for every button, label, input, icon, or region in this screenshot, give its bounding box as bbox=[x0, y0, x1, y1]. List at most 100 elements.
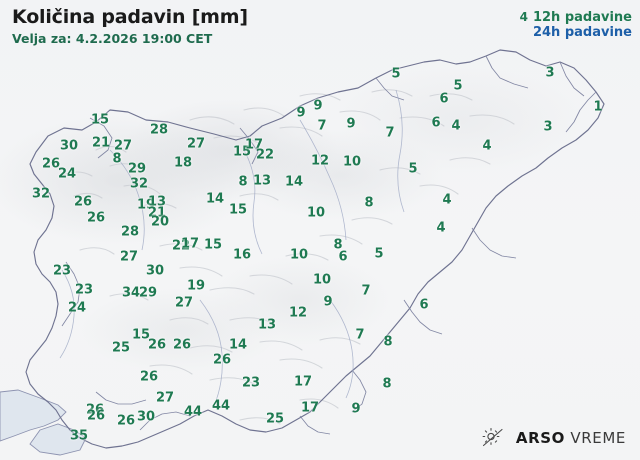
station-value: 10 bbox=[312, 272, 332, 288]
legend-item-24h: 24h padavine bbox=[519, 25, 632, 40]
station-value: 22 bbox=[255, 147, 275, 163]
brand-footer: ARSO VREME bbox=[482, 428, 626, 448]
sun-cloud-icon bbox=[482, 428, 503, 447]
station-value: 27 bbox=[174, 295, 194, 311]
interior-borders bbox=[61, 55, 597, 435]
station-value: 23 bbox=[52, 263, 72, 279]
station-value: 9 bbox=[296, 105, 306, 121]
station-value: 26 bbox=[212, 352, 232, 368]
map-header: Količina padavin [mm] Velja za: 4.2.2026… bbox=[12, 6, 248, 46]
station-value: 28 bbox=[149, 122, 169, 138]
station-value: 26 bbox=[86, 210, 106, 226]
station-value: 26 bbox=[172, 337, 192, 353]
station-value: 23 bbox=[74, 282, 94, 298]
legend-sample-12h: 4 bbox=[519, 10, 528, 24]
station-value: 26 bbox=[147, 337, 167, 353]
station-value: 35 bbox=[69, 428, 89, 444]
station-value: 34 bbox=[121, 285, 141, 301]
station-value: 13 bbox=[252, 173, 272, 189]
station-value: 9 bbox=[351, 401, 361, 417]
station-value: 13 bbox=[147, 194, 167, 210]
station-value: 6 bbox=[338, 249, 348, 265]
station-value: 17 bbox=[300, 400, 320, 416]
station-value: 26 bbox=[41, 156, 61, 172]
station-value: 6 bbox=[419, 297, 429, 313]
station-value: 6 bbox=[439, 91, 449, 107]
station-value: 5 bbox=[408, 161, 418, 177]
station-value: 29 bbox=[138, 285, 158, 301]
station-value: 44 bbox=[183, 404, 203, 420]
station-value: 4 bbox=[436, 220, 446, 236]
station-value: 15 bbox=[203, 237, 223, 253]
station-value: 7 bbox=[361, 283, 371, 299]
station-value: 27 bbox=[119, 249, 139, 265]
station-value: 32 bbox=[31, 186, 51, 202]
station-value: 24 bbox=[67, 300, 87, 316]
station-value: 24 bbox=[57, 166, 77, 182]
station-value: 5 bbox=[453, 78, 463, 94]
station-value: 10 bbox=[342, 154, 362, 170]
station-value: 8 bbox=[364, 195, 374, 211]
station-value: 15 bbox=[228, 202, 248, 218]
station-value: 28 bbox=[120, 224, 140, 240]
station-value: 27 bbox=[155, 390, 175, 406]
station-value: 25 bbox=[265, 411, 285, 427]
station-value: 4 bbox=[482, 138, 492, 154]
station-value: 8 bbox=[112, 151, 122, 167]
station-value: 7 bbox=[355, 327, 365, 343]
station-value: 26 bbox=[116, 413, 136, 429]
station-value: 21 bbox=[147, 205, 167, 221]
station-value: 17 bbox=[180, 236, 200, 252]
station-value: 10 bbox=[306, 205, 326, 221]
station-value: 14 bbox=[284, 174, 304, 190]
station-value: 8 bbox=[238, 174, 248, 190]
station-value: 15 bbox=[90, 112, 110, 128]
station-value: 30 bbox=[136, 409, 156, 425]
station-value: 14 bbox=[205, 191, 225, 207]
brand-name-light: VREME bbox=[570, 429, 626, 447]
station-value: 9 bbox=[313, 98, 323, 114]
station-value: 19 bbox=[186, 278, 206, 294]
river-network bbox=[59, 89, 405, 407]
station-value: 4 bbox=[442, 192, 452, 208]
station-value: 4 bbox=[451, 118, 461, 134]
station-value: 26 bbox=[86, 408, 106, 424]
station-value: 30 bbox=[145, 263, 165, 279]
station-value: 15 bbox=[232, 144, 252, 160]
station-value: 21 bbox=[91, 135, 111, 151]
brand-name: ARSO VREME bbox=[516, 429, 626, 447]
station-value: 44 bbox=[211, 398, 231, 414]
station-value: 26 bbox=[85, 402, 105, 418]
station-value: 9 bbox=[323, 294, 333, 310]
valid-time-subtitle: Velja za: 4.2.2026 19:00 CET bbox=[12, 31, 213, 46]
legend-label-24h: 24h padavine bbox=[532, 25, 632, 40]
station-value: 18 bbox=[173, 155, 193, 171]
station-value: 32 bbox=[129, 176, 149, 192]
station-value: 15 bbox=[131, 327, 151, 343]
national-border bbox=[25, 49, 605, 449]
station-value: 17 bbox=[244, 137, 264, 153]
station-value: 29 bbox=[127, 161, 147, 177]
station-value: 14 bbox=[228, 337, 248, 353]
station-value: 19 bbox=[136, 197, 156, 213]
legend: 4 12h padavine 24h padavine bbox=[519, 10, 632, 40]
station-value: 12 bbox=[310, 153, 330, 169]
station-value: 10 bbox=[289, 247, 309, 263]
station-value: 13 bbox=[257, 317, 277, 333]
station-value: 22 bbox=[171, 238, 191, 254]
station-value: 20 bbox=[150, 214, 170, 230]
station-value: 8 bbox=[333, 237, 343, 253]
page-title: Količina padavin [mm] bbox=[12, 6, 248, 28]
station-value: 16 bbox=[232, 247, 252, 263]
station-value: 7 bbox=[317, 118, 327, 134]
station-value: 1 bbox=[593, 99, 603, 115]
station-value: 17 bbox=[293, 374, 313, 390]
station-value: 27 bbox=[186, 136, 206, 152]
station-value: 26 bbox=[73, 194, 93, 210]
station-value: 12 bbox=[288, 305, 308, 321]
station-value: 3 bbox=[545, 65, 555, 81]
station-value: 30 bbox=[59, 138, 79, 154]
